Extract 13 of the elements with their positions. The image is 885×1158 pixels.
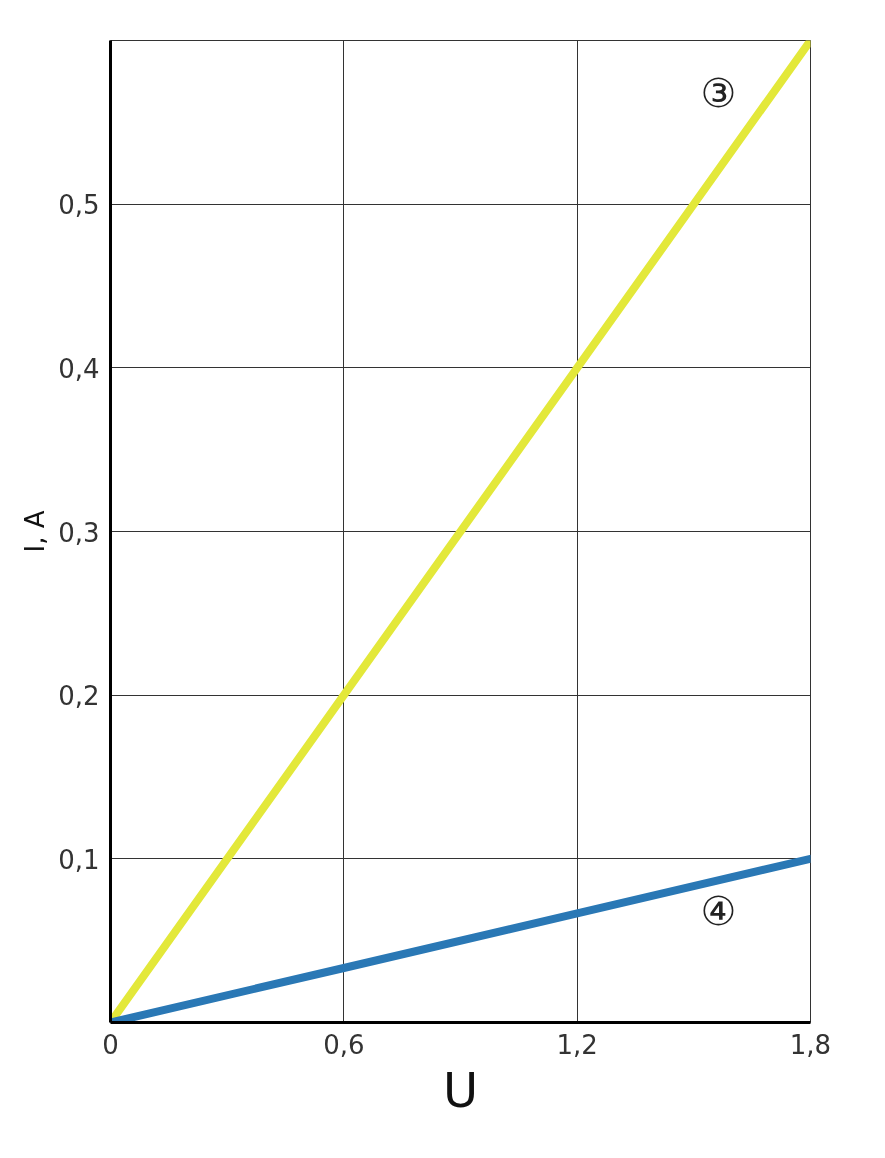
y-axis-title: I, A <box>20 510 51 553</box>
y-tick-label: 0,5 <box>58 190 100 221</box>
y-tick-label: 0,3 <box>58 517 100 548</box>
y-tick-label: 0,1 <box>58 844 100 875</box>
x-tick-label: 1,2 <box>556 1029 598 1060</box>
series-label: ④ <box>700 887 737 934</box>
x-tick-label: 0 <box>102 1029 119 1060</box>
x-axis-title: U <box>442 1061 479 1118</box>
y-tick-label: 0,2 <box>58 681 100 712</box>
x-tick-label: 0,6 <box>323 1029 365 1060</box>
y-tick-label: 0,4 <box>58 353 100 384</box>
x-tick-label: 1,8 <box>789 1029 832 1060</box>
series-label: ③ <box>700 69 737 116</box>
